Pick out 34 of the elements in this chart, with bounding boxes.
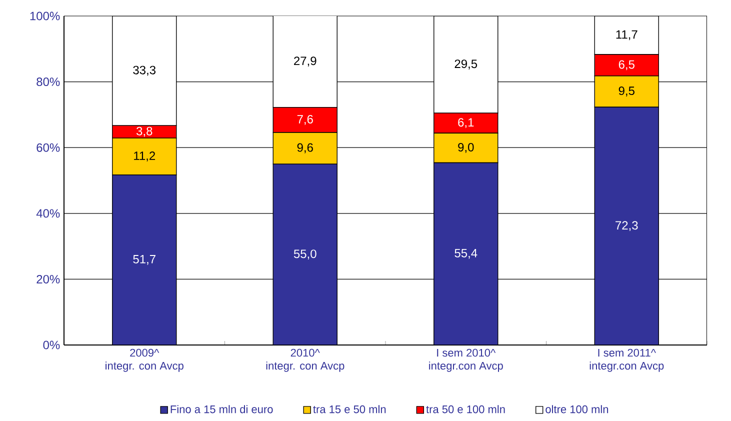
data-label: 9,5 (618, 86, 634, 96)
y-tick-label: 0% (43, 340, 60, 350)
data-label: 72,3 (616, 221, 638, 232)
legend-label: tra 50 e 100 mln (426, 405, 505, 414)
x-tick-label: I sem 2011^ integr.con Avcp (590, 348, 664, 372)
y-tick-label: 20% (36, 274, 60, 284)
bar (594, 106, 659, 345)
bar (112, 174, 177, 345)
data-label: 9,0 (458, 142, 474, 153)
data-label: 55,4 (454, 248, 478, 259)
legend-label: tra 15 e 50 mln (313, 405, 386, 414)
y-tick-label: 60% (36, 143, 60, 152)
data-label: 11,7 (616, 30, 638, 40)
data-label: 3,8 (136, 126, 152, 137)
x-tick-label: 2010^ integr. con Avcp (266, 348, 344, 372)
data-label: 6,5 (618, 60, 634, 70)
y-tick-label: 40% (36, 209, 60, 218)
bar (434, 162, 498, 345)
x-tick-label: 2009^ integr. con Avcp (106, 348, 184, 372)
data-label: 29,5 (454, 60, 478, 70)
x-tick-label: I sem 2010^ integr.con Avcp (429, 348, 503, 372)
legend-label: oltre 100 mln (546, 405, 608, 414)
data-label: 51,7 (133, 255, 156, 265)
data-label: 7,6 (297, 115, 313, 125)
data-label: 6,1 (458, 118, 474, 128)
y-tick-label: 80% (36, 78, 60, 86)
y-tick-label: 100% (30, 12, 60, 20)
data-label: 55,0 (294, 250, 316, 260)
data-label: 9,6 (297, 143, 313, 154)
data-label: 11,2 (134, 152, 156, 162)
data-label: 27,9 (294, 56, 316, 67)
legend-label: Fino a 15 mln di euro (170, 405, 273, 414)
bar (272, 164, 338, 345)
data-label: 33,3 (133, 66, 156, 76)
